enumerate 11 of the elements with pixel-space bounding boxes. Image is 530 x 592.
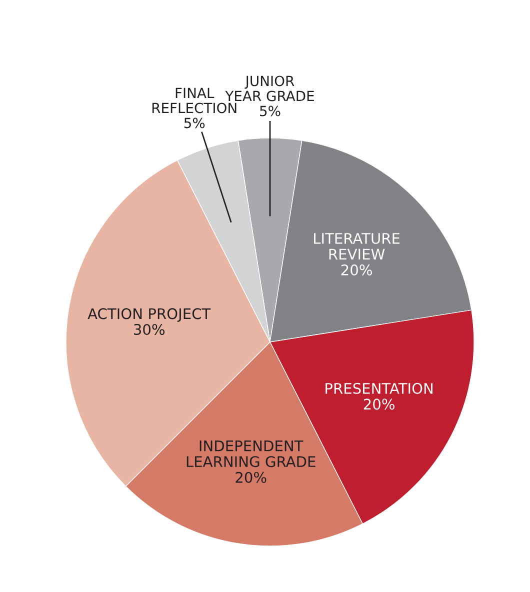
slice-label: PRESENTATION (326, 382, 432, 394)
data-label: 20% (236, 472, 266, 483)
data-label: 30% (134, 324, 165, 335)
data-label: 5% (184, 118, 205, 128)
slice-label: INDEPENDENT LEARNING GRADE (186, 440, 316, 468)
slice-label: LITERATURE REVIEW (314, 233, 400, 260)
slice-label: ACTION PROJECT (88, 308, 211, 322)
data-label: 5% (260, 106, 280, 116)
slice-label: JUNIOR YEAR GRADE (225, 76, 314, 102)
data-label: 20% (364, 398, 394, 410)
data-label: 20% (341, 264, 372, 276)
